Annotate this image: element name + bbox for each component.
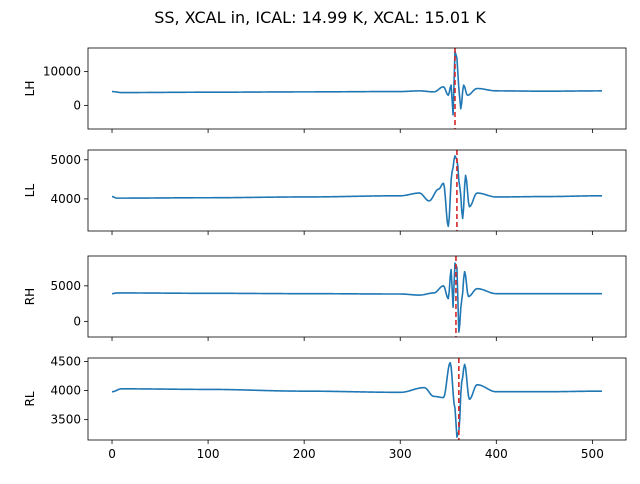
x-tick-label: 400: [485, 447, 508, 461]
y-tick-label: 5000: [50, 279, 81, 293]
y-tick-label: 4500: [50, 354, 81, 368]
series-line: [112, 50, 602, 116]
y-tick-label: 3500: [50, 413, 81, 427]
x-tick-label: 0: [108, 447, 116, 461]
y-tick-label: 0: [73, 98, 81, 112]
x-tick-label: 500: [581, 447, 604, 461]
y-axis-label: LH: [23, 81, 37, 97]
panel-3: 0 5000 RH: [23, 255, 627, 341]
y-axis-label: LL: [23, 184, 37, 198]
axes-frame: [87, 149, 627, 232]
series-line: [111, 155, 602, 228]
axes-frame: [87, 255, 627, 338]
figure-title: SS, XCAL in, ICAL: 14.99 K, XCAL: 15.01 …: [154, 8, 486, 27]
panel-1: 0 10000 LH: [23, 47, 627, 133]
y-tick-label: 0: [73, 314, 81, 328]
axes-frame: [87, 357, 627, 441]
y-tick-label: 4000: [50, 384, 81, 398]
y-axis-label: RL: [23, 391, 37, 406]
panel-2: 4000 5000 LL: [23, 149, 627, 235]
y-tick-label: 4000: [50, 192, 81, 206]
x-tick-label: 100: [197, 447, 220, 461]
y-tick-label: 5000: [50, 153, 81, 167]
series-line: [111, 361, 602, 438]
x-tick-label: 300: [389, 447, 412, 461]
x-tick-label: 200: [293, 447, 316, 461]
y-tick-label: 10000: [43, 65, 81, 79]
panel-4: 0 100 200 300 400 500 3500 4000 4500 RL: [23, 354, 627, 461]
y-axis-label: RH: [23, 288, 37, 305]
series-line: [111, 262, 602, 333]
axes-frame: [87, 47, 627, 130]
